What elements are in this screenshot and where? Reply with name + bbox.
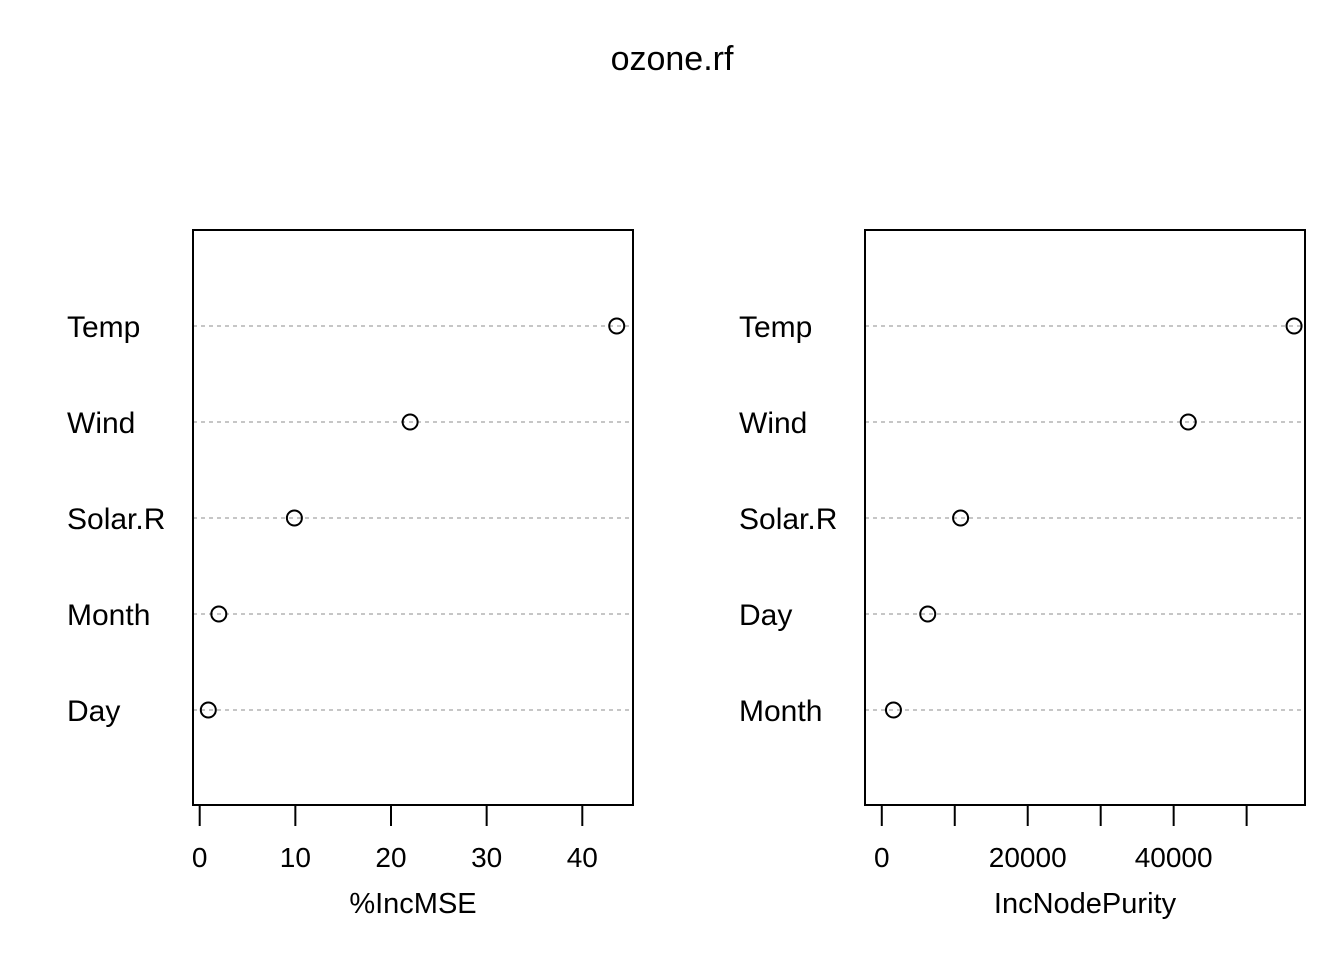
- x-tick-label: 0: [874, 842, 890, 873]
- x-tick-label: 10: [280, 842, 311, 873]
- category-label: Solar.R: [67, 503, 165, 536]
- data-point: [1179, 413, 1197, 431]
- data-point: [919, 605, 937, 623]
- x-axis-title: IncNodePurity: [994, 888, 1177, 920]
- data-point: [1285, 317, 1303, 335]
- chart-title: ozone.rf: [611, 40, 734, 78]
- data-point: [199, 701, 217, 719]
- category-label: Day: [67, 695, 120, 728]
- data-point: [608, 317, 626, 335]
- x-tick-label: 30: [471, 842, 502, 873]
- category-label: Temp: [67, 311, 140, 344]
- panel-1: Temp Wind Solar.R Month Day 0 10 20 30 40 %IncMSE: [67, 229, 634, 920]
- category-label: Wind: [739, 407, 807, 440]
- x-tick-label: 20000: [989, 842, 1067, 873]
- category-label: Wind: [67, 407, 135, 440]
- x-tick-label: 40: [567, 842, 598, 873]
- x-axis-title: %IncMSE: [349, 888, 476, 920]
- x-tick-label: 40000: [1135, 842, 1213, 873]
- data-point: [285, 509, 303, 527]
- category-label: Month: [739, 695, 822, 728]
- data-point: [952, 509, 970, 527]
- data-point: [210, 605, 228, 623]
- data-point: [884, 701, 902, 719]
- x-tick-label: 0: [192, 842, 208, 873]
- category-label: Temp: [739, 311, 812, 344]
- category-label: Month: [67, 599, 150, 632]
- category-label: Solar.R: [739, 503, 837, 536]
- category-label: Day: [739, 599, 792, 632]
- panel-2: Temp Wind Solar.R Day Month 0 20000 40000 IncNod…: [739, 229, 1306, 920]
- x-tick-label: 20: [375, 842, 406, 873]
- data-point: [401, 413, 419, 431]
